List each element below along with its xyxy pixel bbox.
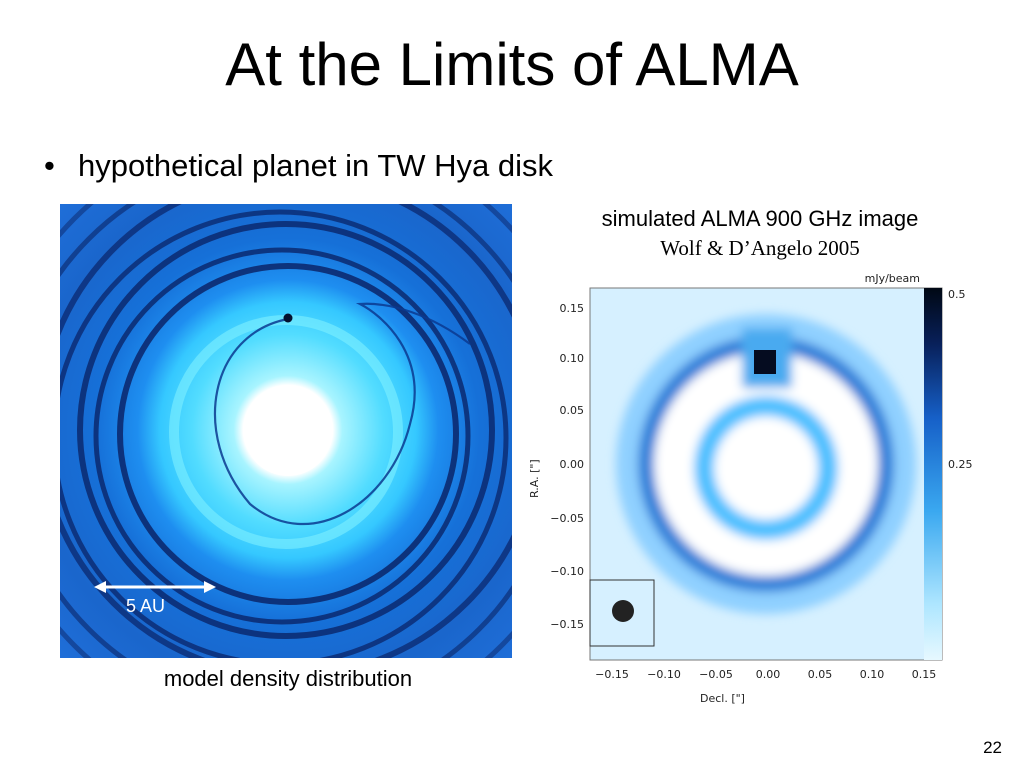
x-tick: 0.15	[912, 668, 937, 681]
x-tick: −0.10	[647, 668, 681, 681]
planet-marker	[283, 313, 293, 323]
colorbar-tick-mid: 0.25	[948, 458, 973, 471]
colorbar-tick-max: 0.5	[948, 288, 966, 301]
y-tick: −0.10	[550, 565, 584, 578]
y-tick: −0.05	[550, 512, 584, 525]
y-axis-ticks: 0.15 0.10 0.05 0.00 −0.05 −0.10 −0.15	[550, 302, 584, 631]
intensity-map	[590, 288, 942, 660]
right-caption: simulated ALMA 900 GHz image	[601, 206, 919, 231]
x-axis-label: Decl. ["]	[700, 692, 745, 705]
spiral-wake	[213, 302, 471, 525]
alma-map-figure: mJy/beam 0.5 0.25 0.15 0.10 0.05 0.00 −0…	[528, 272, 973, 681]
beam-ellipse	[612, 600, 634, 622]
density-disk-figure	[60, 204, 512, 658]
simulated-alma-image: mJy/beam 0.5 0.25 0.15 0.10 0.05 0.00 −0…	[520, 268, 980, 688]
x-axis-ticks: −0.15 −0.10 −0.05 0.00 0.05 0.10 0.15	[595, 668, 936, 681]
central-cavity	[244, 388, 332, 476]
beam-box	[589, 579, 655, 647]
y-tick: 0.10	[560, 352, 585, 365]
x-tick: −0.05	[699, 668, 733, 681]
slide-title: At the Limits of ALMA	[225, 31, 799, 98]
scale-bar-label: 5 AU	[126, 596, 166, 616]
y-tick: 0.15	[560, 302, 585, 315]
page-number: 22	[983, 738, 1002, 757]
colorbar-unit: mJy/beam	[865, 272, 920, 285]
bullet-item: • hypothetical planet in TW Hya disk	[44, 146, 553, 186]
bullet-text: hypothetical planet in TW Hya disk	[78, 148, 553, 183]
density-rings	[60, 204, 512, 658]
scale-bar-arrow	[94, 581, 216, 593]
x-tick: 0.10	[860, 668, 885, 681]
y-tick: 0.05	[560, 404, 585, 417]
x-tick: −0.15	[595, 668, 629, 681]
x-tick: 0.00	[756, 668, 781, 681]
planet-detection	[754, 350, 776, 374]
y-tick: 0.00	[560, 458, 585, 471]
bullet-dot: •	[44, 148, 55, 183]
colorbar	[924, 288, 942, 660]
model-density-image	[60, 204, 512, 658]
left-caption: model density distribution	[163, 666, 413, 691]
x-tick: 0.05	[808, 668, 833, 681]
y-axis-label: R.A. ["]	[528, 459, 541, 498]
citation: Wolf & D’Angelo 2005	[660, 236, 860, 260]
y-tick: −0.15	[550, 618, 584, 631]
